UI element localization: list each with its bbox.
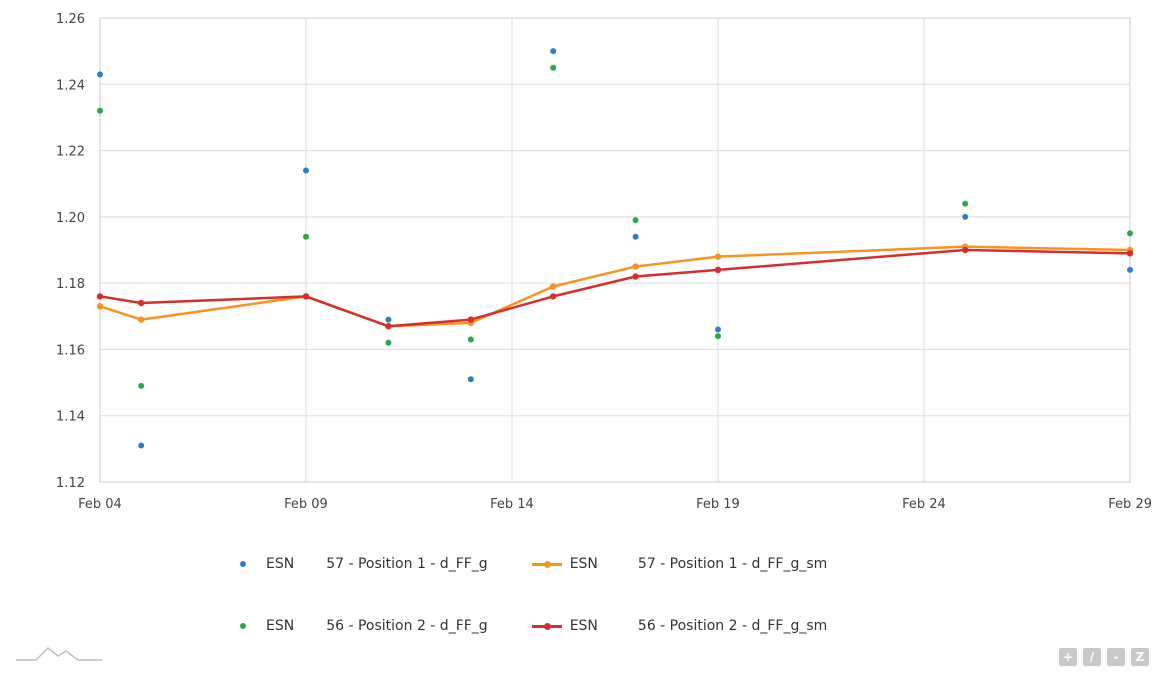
data-point[interactable] — [467, 316, 474, 323]
legend-item-esn57-raw[interactable]: ESN 57 - Position 1 - d_FF_g — [228, 556, 488, 572]
data-point[interactable] — [138, 299, 145, 307]
data-point[interactable] — [632, 273, 639, 280]
minus-icon[interactable]: - — [1107, 648, 1125, 666]
x-tick-label: Feb 14 — [490, 497, 534, 512]
data-point[interactable] — [385, 316, 392, 323]
toolbar: + / - Z — [1059, 648, 1149, 666]
y-tick-label: 1.18 — [56, 277, 85, 292]
data-point[interactable] — [714, 266, 722, 274]
data-point[interactable] — [714, 253, 722, 260]
y-tick-label: 1.16 — [56, 343, 85, 358]
data-point[interactable] — [1126, 250, 1134, 257]
chart-area[interactable]: 1.121.141.161.181.201.221.241.26 Feb 04 F… — [0, 0, 1167, 550]
legend-item-esn56-raw[interactable]: ESN 56 - Position 2 - d_FF_g — [228, 618, 488, 634]
legend-label-esn56-sm-prefix: ESN — [569, 618, 598, 634]
x-tick-label: Feb 04 — [78, 497, 122, 512]
series-layer — [96, 48, 1134, 449]
legend-swatch-esn56-sm — [531, 619, 562, 633]
legend-label-esn57-raw: 57 - Position 1 - d_FF_g — [326, 556, 488, 572]
x-tick-label: Feb 09 — [284, 497, 328, 512]
y-tick-label: 1.24 — [56, 78, 85, 93]
series-line — [99, 245, 1131, 328]
legend-label-esn56-raw: 56 - Position 2 - d_FF_g — [326, 618, 488, 634]
legend-label-esn57-sm: 57 - Position 1 - d_FF_g_sm — [637, 556, 828, 572]
data-point[interactable] — [962, 246, 969, 254]
legend-label-esn57-raw-prefix: ESN — [266, 556, 295, 572]
z-icon[interactable]: Z — [1131, 648, 1149, 666]
data-point[interactable] — [303, 233, 309, 240]
x-axis: Feb 04 Feb 09 Feb 14 Feb 19 Feb 24 Feb 29 — [78, 497, 1152, 512]
data-point[interactable] — [138, 382, 145, 389]
data-point[interactable] — [385, 323, 392, 330]
data-point[interactable] — [97, 107, 103, 114]
series-0 — [97, 48, 1133, 449]
legend-item-esn57-sm[interactable]: ESN 57 - Position 1 - d_FF_g_sm — [531, 556, 828, 572]
legend-label-esn56-raw-prefix: ESN — [266, 618, 295, 634]
mountain-logo-icon — [16, 646, 102, 661]
data-point[interactable] — [632, 217, 639, 224]
data-point[interactable] — [715, 326, 721, 333]
data-point[interactable] — [467, 376, 474, 383]
data-point[interactable] — [632, 263, 639, 270]
series-2 — [97, 64, 1133, 389]
data-point[interactable] — [138, 316, 145, 323]
y-tick-label: 1.26 — [56, 12, 85, 27]
series-1 — [96, 243, 1134, 330]
series-line — [99, 248, 1131, 328]
data-point[interactable] — [632, 233, 639, 240]
data-point[interactable] — [962, 200, 969, 207]
data-point[interactable] — [385, 339, 392, 346]
slash-icon[interactable]: / — [1083, 648, 1101, 666]
data-point[interactable] — [467, 336, 474, 343]
data-point[interactable] — [96, 293, 104, 300]
legend-swatch-esn56-raw — [228, 619, 258, 633]
data-point[interactable] — [138, 442, 145, 449]
data-point[interactable] — [1127, 230, 1133, 237]
legend-swatch-esn57-sm — [531, 557, 562, 571]
data-point[interactable] — [96, 303, 104, 310]
legend-label-esn57-sm-prefix: ESN — [569, 556, 598, 572]
legend-label-esn56-sm: 56 - Position 2 - d_FF_g_sm — [637, 618, 828, 634]
data-point[interactable] — [97, 71, 103, 78]
data-point[interactable] — [302, 293, 310, 300]
legend-swatch-esn57-raw — [228, 557, 258, 571]
plus-icon[interactable]: + — [1059, 648, 1077, 666]
legend-row-2: ESN 56 - Position 2 - d_FF_g ESN 56 - Po… — [228, 612, 827, 640]
data-point[interactable] — [550, 48, 557, 55]
data-point[interactable] — [550, 64, 557, 71]
legend-item-esn56-sm[interactable]: ESN 56 - Position 2 - d_FF_g_sm — [531, 618, 828, 634]
series-3 — [96, 246, 1134, 330]
y-tick-label: 1.12 — [56, 476, 85, 491]
y-tick-label: 1.20 — [56, 211, 85, 226]
data-point[interactable] — [303, 167, 309, 174]
x-tick-label: Feb 29 — [1108, 497, 1152, 512]
x-tick-label: Feb 24 — [902, 497, 946, 512]
data-point[interactable] — [1127, 266, 1133, 273]
y-tick-label: 1.14 — [56, 410, 85, 425]
data-point[interactable] — [550, 293, 557, 300]
legend-row-1: ESN 57 - Position 1 - d_FF_g ESN 57 - Po… — [228, 550, 827, 578]
y-tick-label: 1.22 — [56, 145, 85, 160]
data-point[interactable] — [715, 333, 721, 340]
y-axis: 1.12 1.14 1.16 1.18 1.20 1.22 1.24 1.26 — [56, 12, 85, 491]
x-tick-label: Feb 19 — [696, 497, 740, 512]
data-point[interactable] — [962, 213, 969, 220]
data-point[interactable] — [550, 283, 557, 290]
